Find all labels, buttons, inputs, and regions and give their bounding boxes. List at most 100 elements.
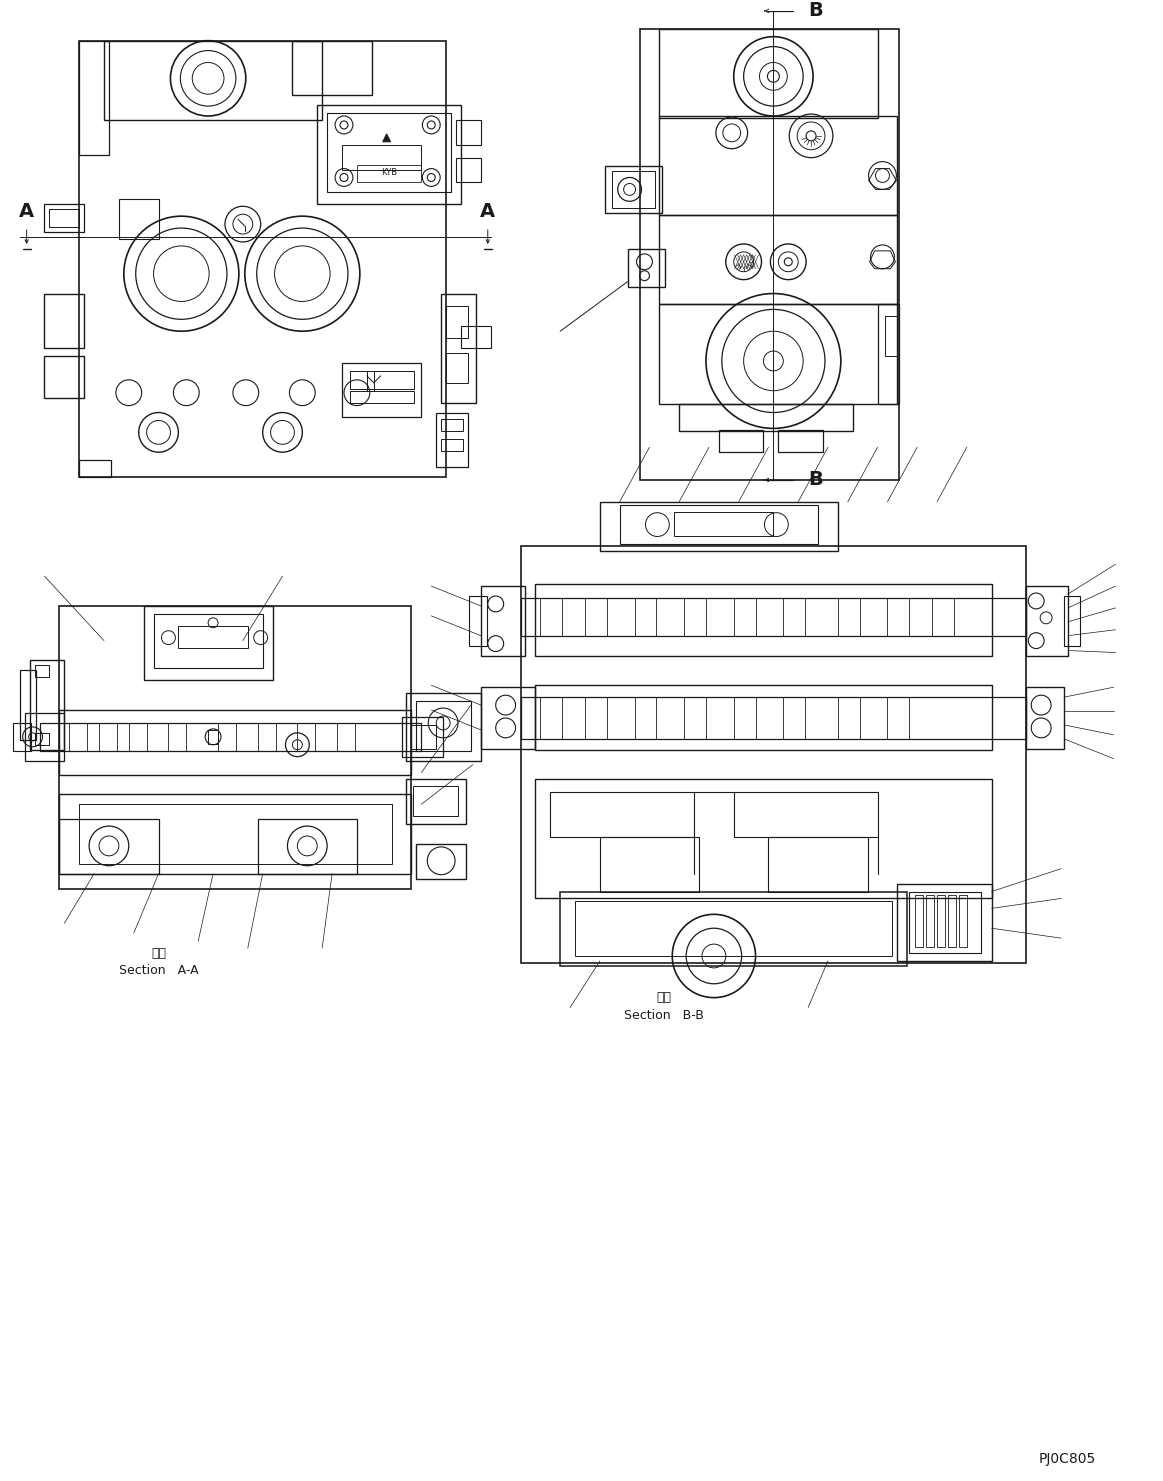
Bar (679, 404, 852, 431)
Bar (535, 584, 992, 656)
Bar (585, 698, 607, 739)
Bar (535, 686, 992, 749)
Bar (79, 461, 110, 477)
Bar (915, 896, 923, 946)
Bar (469, 595, 487, 646)
Bar (1026, 586, 1068, 656)
Bar (441, 293, 476, 403)
Bar (575, 902, 892, 957)
Bar (887, 698, 909, 739)
Bar (550, 792, 694, 837)
Bar (635, 598, 656, 635)
Bar (169, 723, 186, 751)
Bar (217, 723, 236, 751)
Bar (447, 352, 468, 382)
Bar (535, 779, 992, 899)
Bar (620, 505, 818, 545)
Bar (258, 819, 357, 874)
Bar (937, 896, 946, 946)
Bar (40, 723, 421, 751)
Bar (208, 730, 217, 743)
Text: KYB: KYB (381, 167, 398, 178)
Bar (605, 166, 662, 213)
Bar (59, 819, 158, 874)
Bar (684, 698, 706, 739)
Bar (521, 598, 1026, 635)
Bar (44, 204, 84, 233)
Bar (887, 598, 909, 635)
Bar (659, 305, 898, 404)
Bar (350, 370, 414, 388)
Bar (734, 698, 756, 739)
Bar (675, 512, 773, 536)
Bar (144, 606, 272, 680)
Bar (456, 120, 480, 145)
Bar (24, 712, 64, 761)
Bar (461, 326, 491, 348)
Text: B: B (808, 471, 823, 489)
Bar (561, 892, 907, 966)
Bar (909, 892, 980, 952)
Bar (640, 28, 899, 480)
Bar (456, 157, 480, 182)
Bar (292, 40, 372, 95)
Bar (258, 723, 276, 751)
Bar (878, 305, 899, 404)
Bar (412, 724, 436, 749)
Bar (350, 391, 414, 403)
Bar (541, 698, 562, 739)
Bar (541, 598, 562, 635)
Bar (178, 626, 248, 647)
Bar (659, 116, 898, 215)
Bar (585, 598, 607, 635)
Bar (659, 28, 878, 118)
Bar (129, 723, 147, 751)
Bar (784, 698, 805, 739)
Bar (600, 502, 837, 551)
Bar (401, 717, 443, 757)
Bar (342, 363, 421, 418)
Bar (778, 431, 823, 452)
Bar (416, 701, 471, 751)
Bar (416, 844, 466, 878)
Bar (885, 317, 899, 355)
Bar (837, 598, 859, 635)
Bar (521, 546, 1026, 963)
Text: A: A (19, 201, 34, 221)
Bar (480, 586, 526, 656)
Bar (734, 598, 756, 635)
Bar (20, 671, 36, 740)
Bar (104, 40, 322, 120)
Text: B: B (808, 1, 823, 21)
Bar (958, 896, 966, 946)
Bar (298, 723, 315, 751)
Text: Section   A-A: Section A-A (119, 964, 199, 977)
Bar (600, 837, 699, 892)
Bar (406, 693, 480, 761)
Bar (441, 419, 463, 431)
Bar (684, 598, 706, 635)
Bar (79, 40, 109, 154)
Bar (612, 170, 656, 209)
Bar (342, 145, 421, 169)
Bar (719, 431, 763, 452)
Bar (79, 40, 447, 477)
Bar (79, 804, 392, 863)
Bar (154, 613, 263, 668)
Bar (357, 164, 421, 182)
Bar (99, 723, 117, 751)
Bar (447, 307, 468, 338)
Bar (926, 896, 934, 946)
Text: 断面: 断面 (151, 946, 166, 960)
Bar (898, 884, 992, 961)
Bar (337, 723, 355, 751)
Bar (480, 687, 535, 749)
Bar (59, 606, 412, 889)
Bar (59, 709, 412, 775)
Bar (521, 698, 1026, 739)
Bar (1064, 595, 1079, 646)
Bar (44, 293, 84, 348)
Bar (1026, 687, 1064, 749)
Bar (628, 249, 665, 287)
Bar (784, 598, 805, 635)
